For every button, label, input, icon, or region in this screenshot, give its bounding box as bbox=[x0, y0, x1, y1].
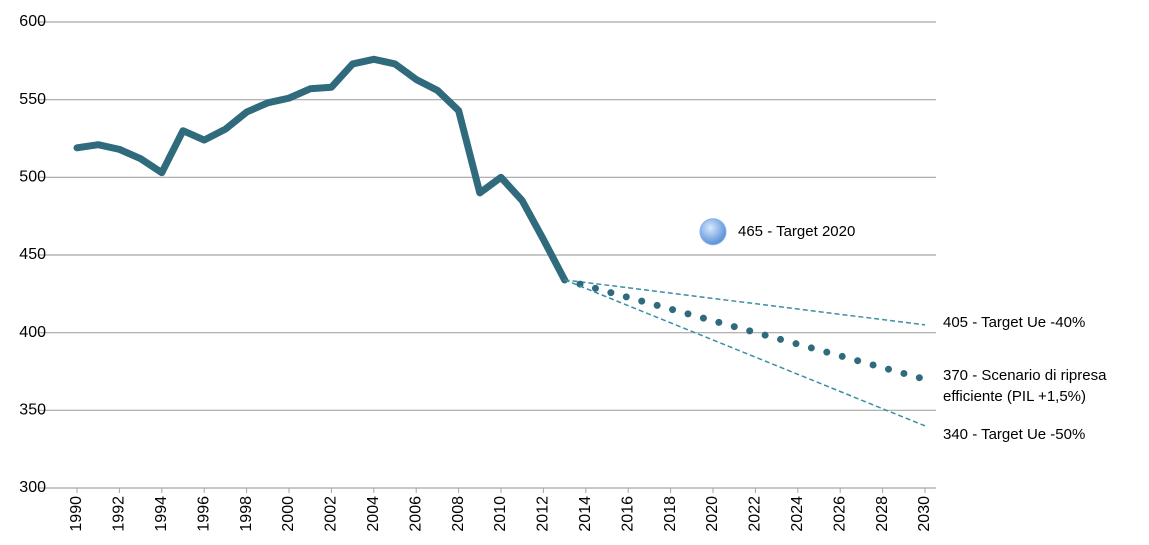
x-tick-label: 1998 bbox=[238, 496, 255, 532]
x-tick-label: 1992 bbox=[111, 496, 128, 532]
x-tick-label: 1996 bbox=[195, 496, 212, 532]
x-tick-label: 2016 bbox=[619, 496, 636, 532]
x-tick-label: 2020 bbox=[704, 496, 721, 532]
x-tick-label: 2014 bbox=[577, 496, 594, 532]
x-tick-label: 1990 bbox=[68, 496, 85, 532]
x-tick-label: 2000 bbox=[280, 496, 297, 532]
series-line bbox=[564, 279, 926, 427]
x-tick-label: 2006 bbox=[407, 496, 424, 532]
series-label: 405 - Target Ue -40% bbox=[943, 313, 1086, 331]
x-tick-label: 2018 bbox=[662, 496, 679, 532]
x-tick-label: 2012 bbox=[535, 496, 552, 532]
y-tick-label: 600 bbox=[19, 13, 46, 30]
y-tick-label: 500 bbox=[19, 169, 46, 186]
y-tick-label: 450 bbox=[19, 246, 46, 263]
x-tick-label: 2028 bbox=[874, 496, 891, 532]
x-tick-label: 2008 bbox=[450, 496, 467, 532]
x-tick-label: 2002 bbox=[323, 496, 340, 532]
series-label: 340 - Target Ue -50% bbox=[943, 425, 1086, 443]
target-point bbox=[699, 218, 727, 246]
y-tick-label: 300 bbox=[19, 479, 46, 496]
x-tick-label: 2026 bbox=[831, 496, 848, 532]
series-line bbox=[564, 279, 926, 326]
series-line bbox=[561, 276, 929, 383]
y-tick-label: 550 bbox=[19, 91, 46, 108]
series-line bbox=[73, 55, 569, 284]
x-tick-label: 2022 bbox=[747, 496, 764, 532]
series-label: 370 - Scenario di ripresa efficiente (PI… bbox=[943, 367, 1107, 406]
x-tick-label: 2024 bbox=[789, 496, 806, 532]
x-tick-label: 2004 bbox=[365, 496, 382, 532]
point-label: 465 - Target 2020 bbox=[738, 222, 856, 240]
x-tick-label: 2010 bbox=[492, 496, 509, 532]
y-tick-label: 350 bbox=[19, 402, 46, 419]
x-tick-label: 1994 bbox=[153, 496, 170, 532]
x-tick-label: 2030 bbox=[916, 496, 933, 532]
y-tick-label: 400 bbox=[19, 324, 46, 341]
